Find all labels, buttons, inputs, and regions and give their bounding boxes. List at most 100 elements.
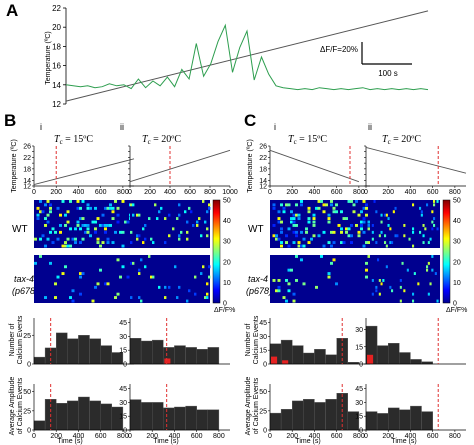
heatmap-cell <box>347 227 351 231</box>
heatmap-cell <box>71 237 75 241</box>
heatmap-cell <box>342 217 346 220</box>
heatmap-cell <box>292 230 296 234</box>
heatmap-cell <box>132 203 135 207</box>
heatmap-cell <box>297 241 301 244</box>
heatmap-cell <box>114 296 117 299</box>
heatmap-cell <box>160 206 163 210</box>
heatmap-cell <box>345 227 348 231</box>
heatmap-cell <box>61 272 65 275</box>
heatmap-cell <box>96 217 100 220</box>
histogram-bar <box>100 345 112 365</box>
heatmap-cell <box>365 203 368 207</box>
histogram-xtick-label: 0 <box>128 433 132 440</box>
heatmap-cell <box>431 220 434 224</box>
heatmap-cell <box>51 227 55 231</box>
heatmap-cell <box>406 268 409 272</box>
heatmap-cell <box>61 244 65 248</box>
heatmap-cell <box>89 206 92 210</box>
colorbar-tick-label: 20 <box>223 259 231 266</box>
heatmap-cell <box>365 206 368 210</box>
heatmap-cell <box>168 234 171 238</box>
amp-ylabel-c: Average Amplitudeof Calcium Events <box>245 377 260 436</box>
heatmap-cell <box>272 279 276 282</box>
heatmap-cell <box>94 227 97 231</box>
heatmap-cell <box>66 244 70 248</box>
histogram-ytick-label: 15 <box>355 414 363 421</box>
heatmap-cell <box>362 206 366 210</box>
histogram-xtick-label: 200 <box>50 433 62 440</box>
heatmap-cell <box>335 282 338 286</box>
histogram-bar <box>151 339 164 365</box>
heatmap-cell <box>295 230 298 234</box>
heatmap-cell <box>371 230 374 234</box>
heatmap-cell <box>292 241 296 244</box>
histogram-bar <box>325 354 337 365</box>
panel-a-ytick-label: 20 <box>52 23 61 32</box>
heatmap-cell <box>377 258 380 262</box>
histogram-bar <box>78 396 90 431</box>
heatmap-cell <box>51 241 55 244</box>
heatmap-cell <box>352 210 356 214</box>
heatmap-cell <box>186 220 189 224</box>
heatmap-cell <box>76 200 80 203</box>
heatmap-cell <box>136 213 139 217</box>
histogram-ytick-label: 25 <box>23 408 31 415</box>
heatmap-cell <box>94 285 97 289</box>
heatmap-cell <box>392 210 395 214</box>
heatmap-cell <box>152 275 155 279</box>
heatmap-cell <box>44 217 47 220</box>
histogram-ytick-label: 45 <box>119 386 127 393</box>
histogram-bar <box>280 409 293 431</box>
heatmap-cell <box>332 206 336 210</box>
time-label-bii: Time (s) <box>153 438 178 445</box>
histogram-ytick-label: 15 <box>119 348 127 355</box>
heatmap-cell <box>384 213 387 217</box>
heatmap-cell <box>280 220 283 224</box>
colorbar-tick-label: 30 <box>453 239 461 246</box>
row-label-wt-b: WT <box>12 224 28 235</box>
heatmap-cell <box>208 265 211 269</box>
temp-ytick-label: 14 <box>259 178 267 185</box>
heatmap-cell <box>394 206 397 210</box>
heatmap-cell <box>315 206 318 210</box>
temp-ytick-label: 14 <box>23 178 31 185</box>
heatmap-cell <box>114 230 117 234</box>
heatmap-cell <box>389 227 392 231</box>
histogram-ytick-label: 0 <box>263 428 267 435</box>
heatmap-cell <box>302 282 306 286</box>
histogram-bar <box>207 347 220 365</box>
heatmap-cell <box>285 279 288 282</box>
heatmap-cell <box>111 241 115 244</box>
heatmap-cell <box>302 237 306 241</box>
heatmap-cell <box>403 289 406 293</box>
heatmap-cell <box>154 203 157 207</box>
colorbar-tick-label: 10 <box>223 280 231 287</box>
heatmap-cell <box>427 241 430 244</box>
heatmap-cell <box>285 203 288 207</box>
heatmap-cell <box>426 268 429 272</box>
heatmap-cell <box>287 289 291 293</box>
sub-label-bi: i <box>40 122 42 132</box>
heatmap-cell <box>371 224 374 227</box>
histogram-bar <box>196 409 208 431</box>
heatmap-cell <box>64 241 67 244</box>
heatmap-cell <box>56 237 60 241</box>
histogram-ytick-label: 0 <box>27 362 31 369</box>
heatmap-cell <box>422 224 425 227</box>
heatmap-cell <box>378 234 381 238</box>
heatmap-cell <box>433 200 436 203</box>
heatmap-cell <box>401 261 404 265</box>
heatmap-cell <box>378 292 381 296</box>
histogram-xtick-label: 0 <box>268 433 272 440</box>
temp-xtick-label: 0 <box>32 189 36 196</box>
heatmap-cell <box>200 234 203 238</box>
colorbar-tick-label: 0 <box>453 301 457 308</box>
heatmap-cell <box>86 227 90 231</box>
heatmap-cell <box>89 234 92 238</box>
heatmap-cell <box>280 227 283 231</box>
heatmap-cell <box>208 206 211 210</box>
histogram-xtick-label: 0 <box>32 433 36 440</box>
heatmap-cell <box>74 227 77 231</box>
heatmap-cell <box>144 224 147 227</box>
temp-xtick-label: 800 <box>353 189 365 196</box>
